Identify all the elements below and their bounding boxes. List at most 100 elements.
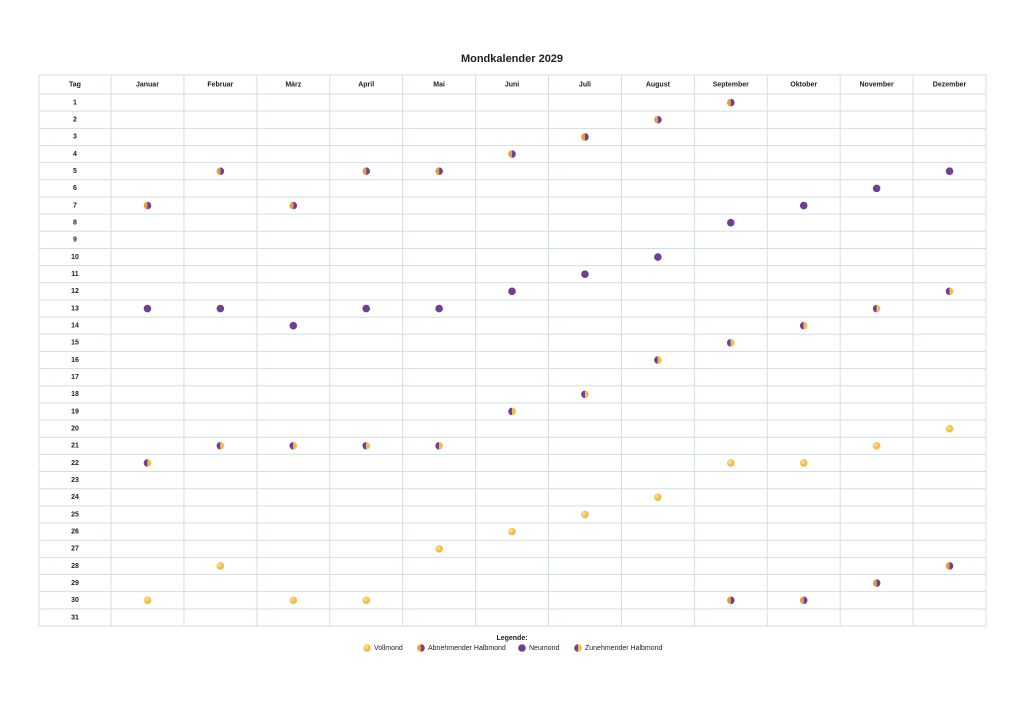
day-label: 30 [71,597,79,604]
day-label: 8 [73,220,77,227]
moon-icon [945,287,954,296]
moon-icon [362,304,371,313]
day-label: 31 [71,614,79,621]
moon-shade [873,442,878,448]
moon-shade [363,644,369,650]
day-label: 17 [71,374,79,381]
moon-half [220,442,225,450]
day-label: 4 [73,151,77,158]
column-header: Juni [505,81,519,88]
column-header: Januar [136,81,159,88]
moon-half [654,356,658,364]
moon-half [949,562,954,570]
moon-icon [799,201,808,210]
moon-half [289,201,294,210]
moon-half [803,596,808,605]
moon-shade [217,562,222,568]
moon-half [366,442,371,450]
moon-half [730,98,735,107]
moon-half [657,356,662,364]
moon-shade [946,425,951,430]
legend-label: Abnehmender Halbmond [428,645,506,652]
moon-half [654,115,658,124]
moon-icon [872,442,881,450]
day-label: 13 [71,305,79,312]
day-label: 22 [71,460,79,467]
day-label: 12 [71,288,79,295]
moon-shade [800,459,805,465]
day-label: 27 [71,546,79,553]
moon-icon [872,579,881,587]
legend-icon [574,644,582,652]
moon-half [730,339,735,347]
moon-icon [581,510,589,519]
moon-icon [654,356,662,364]
moon-half [289,442,294,450]
table-border [38,74,987,627]
moon-new [508,287,516,296]
moon-icon [654,493,662,502]
moon-half [803,321,808,330]
moon-icon [727,596,735,605]
moon-half [872,304,877,313]
moon-half [581,133,585,141]
moon-half [584,390,589,399]
moon-icon [945,424,954,433]
moon-half [799,321,804,330]
moon-half [508,150,513,158]
moon-shade [508,528,514,533]
day-label: 9 [73,237,77,244]
day-label: 18 [71,391,79,398]
moon-shade [654,494,660,499]
moon-half [435,442,440,450]
day-label: 11 [71,271,79,278]
moon-half [435,167,440,176]
moon-icon [435,167,443,176]
moon-half [508,407,513,416]
moon-half [578,644,582,652]
moon-icon [435,544,443,553]
moon-new [726,218,735,227]
moon-icon [654,115,662,124]
moon-half [143,459,148,467]
column-header: Tag [69,81,81,88]
day-label: 5 [73,168,77,175]
column-header: März [285,81,301,88]
day-label: 15 [71,340,79,347]
moon-half [147,459,152,467]
moon-icon [581,133,589,141]
moon-half [362,442,367,450]
moon-new [872,184,881,193]
moon-half [362,167,367,176]
moon-shade [144,597,149,602]
moon-shade [290,597,295,602]
moon-half [439,167,443,176]
day-label: 3 [73,134,77,141]
moon-new [654,253,662,261]
moon-new [945,167,954,176]
moon-icon [945,562,954,570]
moon-half [220,167,225,176]
moon-half [945,287,950,296]
day-label: 6 [73,185,77,192]
moon-new [435,304,443,313]
moon-half [876,579,881,587]
moon-half [727,596,731,605]
day-label: 28 [71,563,79,570]
moon-icon [216,442,225,450]
moon-new [799,201,808,210]
day-label: 29 [71,580,79,587]
moon-icon [216,562,225,570]
moon-half [293,201,298,210]
moon-new [518,644,526,652]
moon-half [949,287,954,296]
moon-icon [581,270,589,278]
moon-icon [143,304,152,313]
moon-icon [945,167,954,176]
moon-icon [799,596,808,605]
day-label: 1 [73,99,77,106]
day-label: 7 [73,202,77,209]
moon-new [581,270,589,278]
moon-half [366,167,371,176]
